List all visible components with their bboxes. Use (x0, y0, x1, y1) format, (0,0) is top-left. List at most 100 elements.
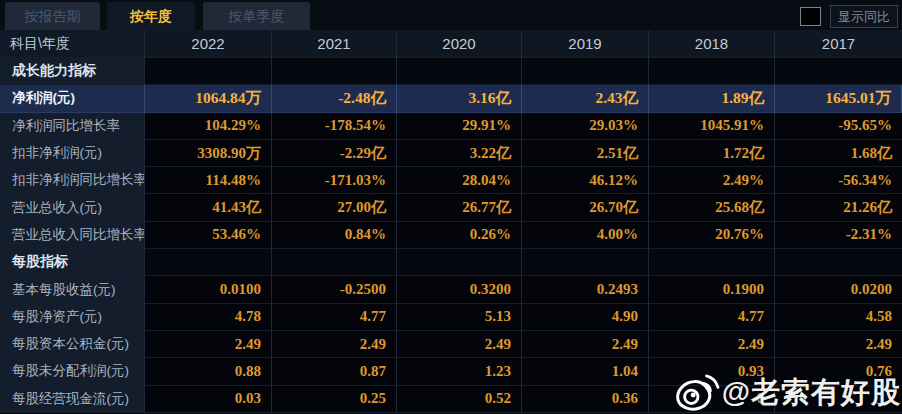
cell-value (649, 58, 775, 85)
period-tabbar: 按报告期 按年度 按单季度 显示同比 (0, 0, 902, 30)
cell-value: 0.76 (775, 358, 902, 385)
cell-value: 0.87 (272, 358, 397, 385)
cell-value: 2.49 (397, 331, 522, 358)
cell-value: 0.52 (397, 386, 522, 413)
cell-value: 27.00亿 (272, 194, 397, 221)
table-row: 营业总收入(元)41.43亿27.00亿26.77亿26.70亿25.68亿21… (0, 194, 902, 221)
cell-value: 25.68亿 (649, 194, 775, 221)
cell-value: 5.13 (397, 304, 522, 331)
cell-value: 0.0100 (145, 276, 272, 303)
cell-value: -178.54% (272, 113, 397, 140)
section-row: 成长能力指标 (0, 58, 902, 85)
cell-value: 0.26% (397, 222, 522, 249)
row-label: 营业总收入同比增长率 (0, 222, 145, 249)
cell-value: 1.68亿 (775, 140, 902, 167)
cell-value: 0.84% (272, 222, 397, 249)
cell-value: 2.49 (649, 331, 775, 358)
show-yoy-checkbox[interactable] (800, 7, 821, 26)
row-label: 每股经营现金流(元) (0, 386, 145, 413)
cell-value (775, 58, 902, 85)
cell-value: -56.34% (775, 167, 902, 194)
column-header-year-2017: 2017 (775, 30, 902, 58)
table-row: 每股资本公积金(元)2.492.492.492.492.492.49 (0, 331, 902, 358)
cell-value (145, 58, 272, 85)
row-label: 每股未分配利润(元) (0, 358, 145, 385)
table-row: 净利润(元)1064.84万-2.48亿3.16亿2.43亿1.89亿1645.… (0, 85, 902, 112)
cell-value: 1064.84万 (145, 85, 272, 112)
cell-value: 0.88 (145, 358, 272, 385)
yoy-controls: 显示同比 (800, 5, 898, 28)
cell-value: 2.49 (145, 331, 272, 358)
tab-by-year[interactable]: 按年度 (107, 2, 195, 30)
cell-value: 29.91% (397, 113, 522, 140)
cell-value: 0.1900 (649, 276, 775, 303)
row-label: 基本每股收益(元) (0, 276, 145, 303)
cell-value: 20.76% (649, 222, 775, 249)
table-row: 每股净资产(元)4.784.775.134.904.774.58 (0, 304, 902, 331)
column-header-year-2018: 2018 (649, 30, 775, 58)
row-label: 成长能力指标 (0, 58, 145, 85)
cell-value: -95.65% (775, 113, 902, 140)
cell-value: 21.26亿 (775, 194, 902, 221)
cell-value: 3.22亿 (397, 140, 522, 167)
row-label: 扣非净利润同比增长率 (0, 167, 145, 194)
cell-value: 4.90 (522, 304, 649, 331)
column-header-year-2020: 2020 (397, 30, 522, 58)
cell-value: 1.72亿 (649, 140, 775, 167)
cell-value: 1.04 (522, 358, 649, 385)
row-label: 营业总收入(元) (0, 194, 145, 221)
cell-value (775, 386, 902, 413)
cell-value (397, 58, 522, 85)
cell-value: 0.0200 (775, 276, 902, 303)
column-header-year-2021: 2021 (272, 30, 397, 58)
row-label: 每股资本公积金(元) (0, 331, 145, 358)
table-corner-label: 科目\年度 (0, 30, 145, 58)
cell-value: 0.25 (272, 386, 397, 413)
cell-value: 4.58 (775, 304, 902, 331)
cell-value: 4.77 (649, 304, 775, 331)
cell-value: 4.77 (272, 304, 397, 331)
cell-value (397, 249, 522, 276)
cell-value: 2.49% (649, 167, 775, 194)
cell-value: 0.93 (649, 358, 775, 385)
cell-value: 3.16亿 (397, 85, 522, 112)
table-row: 扣非净利润(元)3308.90万-2.29亿3.22亿2.51亿1.72亿1.6… (0, 140, 902, 167)
cell-value: -2.31% (775, 222, 902, 249)
cell-value: 2.51亿 (522, 140, 649, 167)
row-label: 净利润(元) (0, 85, 145, 112)
cell-value: -0.2500 (272, 276, 397, 303)
cell-value: 4.78 (145, 304, 272, 331)
table-row: 基本每股收益(元)0.0100-0.25000.32000.24930.1900… (0, 276, 902, 303)
tab-by-report-period[interactable]: 按报告期 (5, 2, 100, 30)
cell-value: -2.48亿 (272, 85, 397, 112)
row-label: 每股指标 (0, 249, 145, 276)
cell-value: 2.43亿 (522, 85, 649, 112)
cell-value (145, 249, 272, 276)
cell-value: 1645.01万 (775, 85, 902, 112)
cell-value: 2.49 (522, 331, 649, 358)
table-row: 每股未分配利润(元)0.880.871.231.040.930.76 (0, 358, 902, 385)
row-label: 每股净资产(元) (0, 304, 145, 331)
section-row: 每股指标 (0, 249, 902, 276)
cell-value: 1.89亿 (649, 85, 775, 112)
cell-value: 2.49 (775, 331, 902, 358)
financial-indicators-table: 科目\年度202220212020201920182017成长能力指标净利润(元… (0, 30, 902, 413)
show-yoy-button[interactable]: 显示同比 (830, 5, 898, 28)
cell-value (775, 249, 902, 276)
table-header-row: 科目\年度202220212020201920182017 (0, 30, 902, 58)
tab-by-quarter[interactable]: 按单季度 (203, 2, 310, 30)
table-row: 每股经营现金流(元)0.030.250.520.360 (0, 386, 902, 413)
cell-value: 29.03% (522, 113, 649, 140)
cell-value: 2.49 (272, 331, 397, 358)
table-row: 营业总收入同比增长率53.46%0.84%0.26%4.00%20.76%-2.… (0, 222, 902, 249)
table-row: 净利润同比增长率104.29%-178.54%29.91%29.03%1045.… (0, 113, 902, 140)
cell-value: 1045.91% (649, 113, 775, 140)
cell-value: 0.3200 (397, 276, 522, 303)
column-header-year-2019: 2019 (522, 30, 649, 58)
cell-value: 0.2493 (522, 276, 649, 303)
cell-value: 0 (649, 386, 775, 413)
cell-value: 46.12% (522, 167, 649, 194)
table-row: 扣非净利润同比增长率114.48%-171.03%28.04%46.12%2.4… (0, 167, 902, 194)
cell-value: 0.03 (145, 386, 272, 413)
cell-value (649, 249, 775, 276)
